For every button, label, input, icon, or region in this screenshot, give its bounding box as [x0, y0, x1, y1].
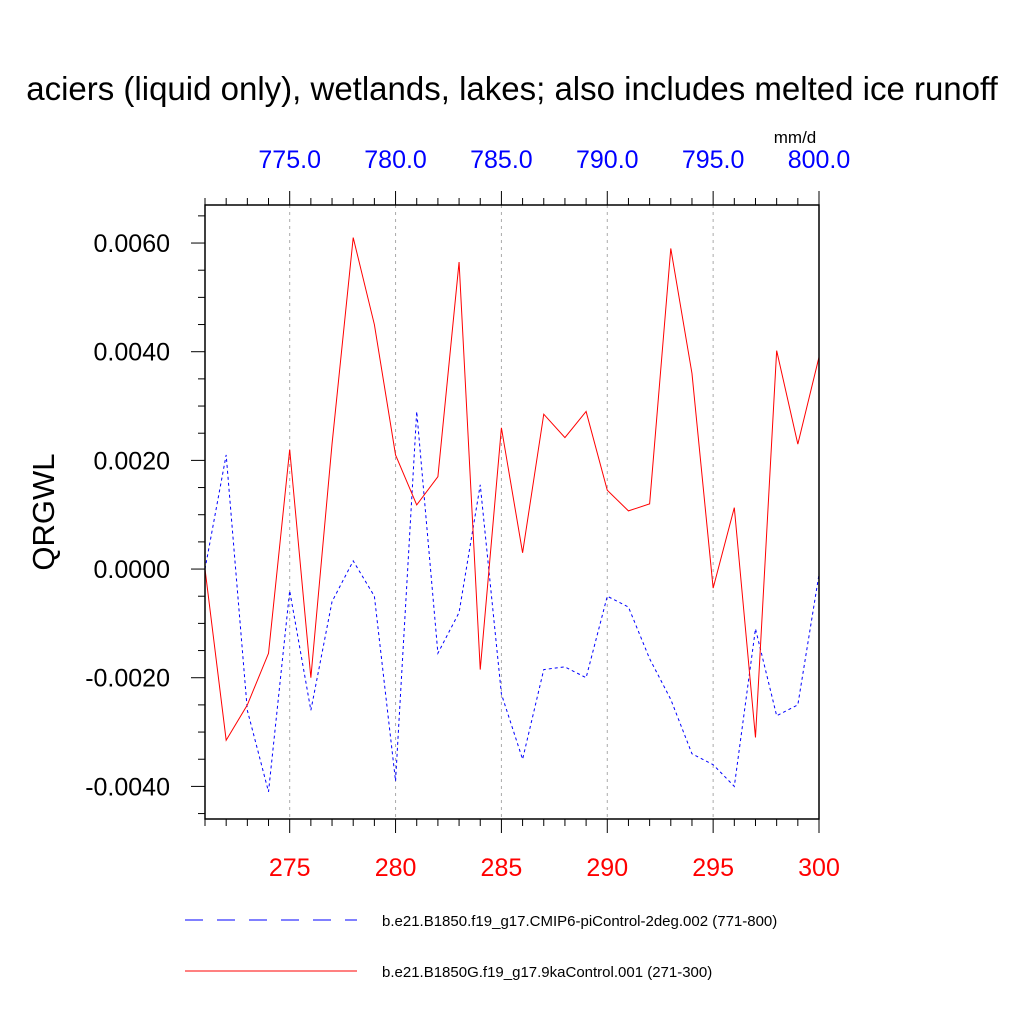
legend-label: b.e21.B1850.f19_g17.CMIP6-piControl-2deg… — [382, 913, 777, 930]
y-tick-label: -0.0020 — [85, 665, 170, 693]
axis-ticks — [191, 191, 820, 833]
x-bottom-tick-label: 290 — [586, 854, 628, 882]
y-tick-label: 0.0020 — [94, 447, 170, 475]
y-tick-label: -0.0040 — [85, 773, 170, 801]
x-top-tick-label: 800.0 — [788, 146, 851, 174]
series-lines — [204, 237, 820, 792]
x-bottom-tick-label: 295 — [692, 854, 734, 882]
x-bottom-tick-label: 280 — [375, 854, 417, 882]
chart-title: aciers (liquid only), wetlands, lakes; a… — [26, 70, 998, 107]
y-axis-label: QRGWL — [26, 453, 61, 570]
x-bottom-tick-label: 275 — [269, 854, 311, 882]
units-label: mm/d — [774, 128, 817, 147]
series-line-solid — [204, 237, 820, 742]
series-line-dashed — [204, 411, 820, 792]
plot-frame — [204, 204, 820, 820]
x-top-tick-label: 775.0 — [258, 146, 321, 174]
x-top-tick-label: 785.0 — [470, 146, 533, 174]
x-top-tick-label: 795.0 — [682, 146, 745, 174]
x-top-tick-label: 780.0 — [364, 146, 427, 174]
x-bottom-tick-label: 300 — [798, 854, 840, 882]
y-tick-label: 0.0000 — [94, 556, 170, 584]
legend-label: b.e21.B1850G.f19_g17.9kaControl.001 (271… — [382, 964, 712, 981]
tick-labels: 275 280 285 290 295 300 775.0 780.0 785.0 790.0 79… — [85, 146, 850, 882]
legend: b.e21.B1850.f19_g17.CMIP6-piControl-2deg… — [185, 913, 777, 981]
x-top-tick-label: 790.0 — [576, 146, 639, 174]
y-tick-label: 0.0040 — [94, 339, 170, 367]
grid-lines — [289, 205, 714, 819]
y-tick-label: 0.0060 — [94, 230, 170, 258]
x-bottom-tick-label: 285 — [481, 854, 523, 882]
